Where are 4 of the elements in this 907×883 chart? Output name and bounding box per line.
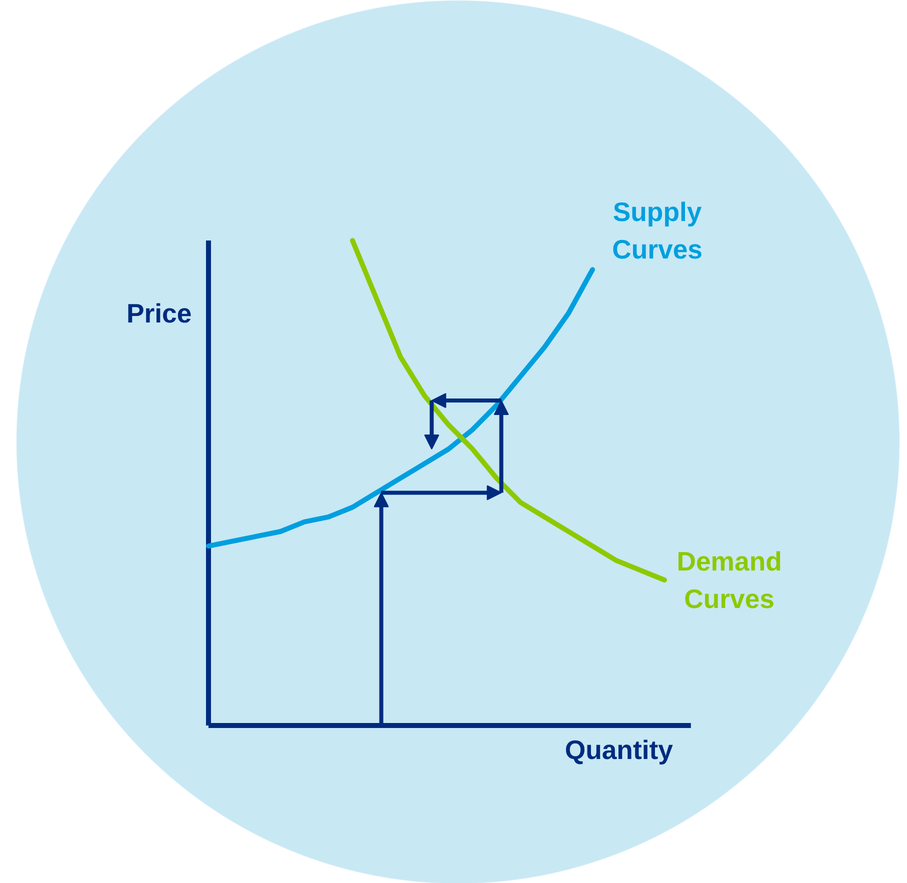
y-axis-title: Price	[126, 298, 192, 328]
x-axis-title: Quantity	[564, 735, 674, 766]
series-label: Demand Curves	[676, 546, 782, 614]
series-label: Supply Curves	[612, 197, 702, 265]
